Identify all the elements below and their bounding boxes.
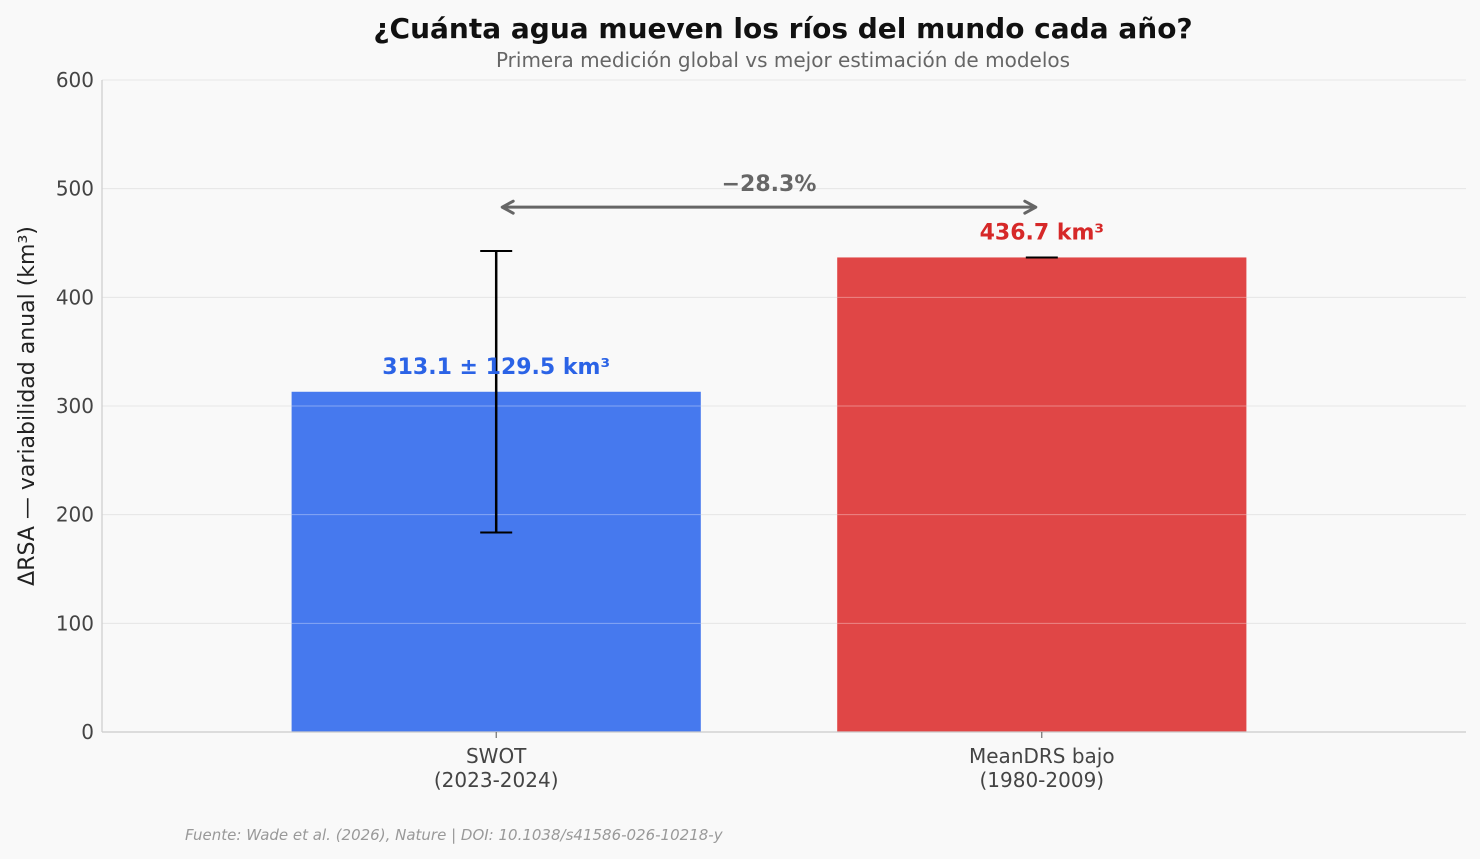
chart-title: ¿Cuánta agua mueven los ríos del mundo c… <box>373 12 1192 45</box>
y-tick-label: 400 <box>56 285 94 309</box>
bar-value-label: 313.1 ± 129.5 km³ <box>382 355 610 380</box>
y-axis-ticks: 0 100 200 300 400 500 600 <box>56 68 94 744</box>
y-tick-label: 500 <box>56 177 94 201</box>
y-tick-label: 200 <box>56 503 94 527</box>
error-bars <box>480 250 1058 534</box>
x-tick-label-sub: (2023-2024) <box>434 768 559 792</box>
x-axis-categories: SWOT(2023-2024) MeanDRS bajo(1980-2009) <box>434 732 1115 792</box>
chart-subtitle: Primera medición global vs mejor estimac… <box>496 48 1070 72</box>
source-note: Fuente: Wade et al. (2026), Nature | DOI… <box>185 826 724 844</box>
y-tick-label: 300 <box>56 394 94 418</box>
data-labels: 313.1 ± 129.5 km³ 436.7 km³ <box>382 220 1104 379</box>
comparison-arrowhead-right <box>1023 199 1038 215</box>
bar <box>837 257 1247 732</box>
x-tick-label: MeanDRS bajo <box>969 744 1115 768</box>
bars <box>291 257 1247 732</box>
x-tick-label-sub: (1980-2009) <box>979 768 1104 792</box>
y-axis-label: ΔRSA — variabilidad anual (km³) <box>15 226 40 586</box>
y-tick-label: 600 <box>56 68 94 92</box>
x-tick-label: SWOT <box>466 744 527 768</box>
difference-label: −28.3% <box>722 172 817 197</box>
comparison-arrow-group: −28.3% <box>500 172 1038 215</box>
bar-value-label: 436.7 km³ <box>980 220 1104 245</box>
comparison-arrowhead-left <box>500 199 515 215</box>
y-tick-label: 100 <box>56 611 94 635</box>
y-tick-label: 0 <box>81 720 94 744</box>
